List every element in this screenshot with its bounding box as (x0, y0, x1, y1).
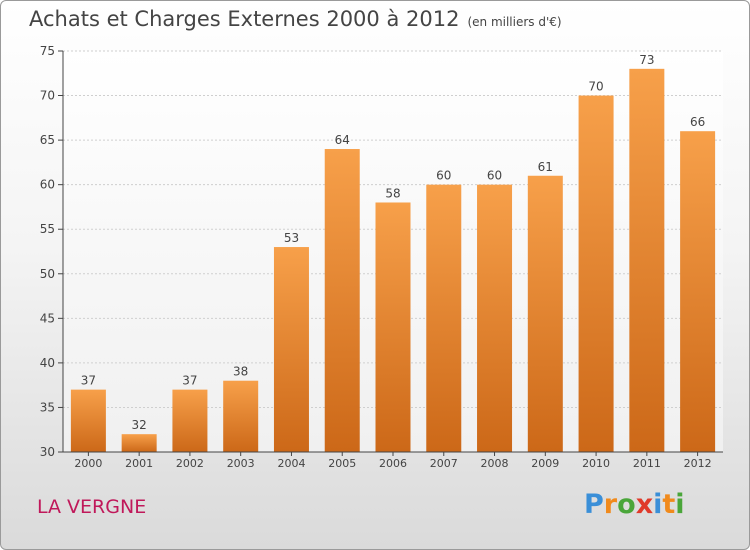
data-label-2007: 60 (436, 169, 451, 183)
y-tick-label: 70 (40, 89, 55, 103)
bar-2010 (578, 95, 614, 453)
data-label-2012: 66 (690, 115, 705, 129)
bar-2008 (477, 184, 513, 452)
y-tick-label: 40 (40, 356, 55, 370)
y-tick-label: 50 (40, 267, 55, 281)
x-tick-label-2006: 2006 (379, 457, 407, 470)
logo-letter: i (675, 489, 685, 520)
data-label-2000: 37 (81, 374, 96, 388)
x-tick-label-2002: 2002 (176, 457, 204, 470)
x-tick-label-2003: 2003 (227, 457, 255, 470)
proxiti-logo: Proxiti (584, 489, 685, 520)
bar-2009 (527, 175, 563, 452)
bars: 37 32 37 38 53 64 58 60 60 61 70 73 66 (70, 53, 716, 453)
x-tick-label-2011: 2011 (633, 457, 661, 470)
data-label-2001: 32 (132, 418, 147, 432)
chart-title: Achats et Charges Externes 2000 à 2012 (29, 7, 460, 31)
data-label-2003: 38 (233, 365, 248, 379)
data-label-2006: 58 (385, 186, 400, 200)
logo-letter: r (603, 489, 618, 520)
chart-title-group: Achats et Charges Externes 2000 à 2012 (e… (29, 7, 562, 31)
data-label-2005: 64 (335, 133, 350, 147)
data-label-2011: 73 (639, 53, 654, 67)
data-label-2009: 61 (538, 160, 553, 174)
bar-2005 (324, 149, 360, 452)
location-label: LA VERGNE (37, 496, 147, 518)
logo-letter: P (584, 489, 604, 520)
bar-2002 (172, 389, 208, 452)
y-tick-label: 30 (40, 445, 55, 459)
bar-2006 (375, 202, 411, 452)
axes: 30 35 40 45 50 55 60 65 70 75 2000 2001 2002 2003 2004… (40, 44, 723, 470)
x-tick-label-2010: 2010 (582, 457, 610, 470)
bar-2001 (121, 434, 157, 452)
x-tick-label-2004: 2004 (277, 457, 305, 470)
bar-2004 (273, 247, 309, 452)
y-tick-label: 55 (40, 222, 55, 236)
data-label-2008: 60 (487, 169, 502, 183)
y-tick-label: 60 (40, 178, 55, 192)
logo-letter: x (635, 489, 654, 520)
x-tick-label-2005: 2005 (328, 457, 356, 470)
chart-subtitle: (en milliers d'€) (467, 15, 562, 29)
y-tick-label: 45 (40, 311, 55, 325)
data-label-2004: 53 (284, 231, 299, 245)
y-tick-label: 35 (40, 400, 55, 414)
bar-2007 (426, 184, 462, 452)
logo-letter: t (662, 489, 676, 520)
x-tick-label-2007: 2007 (430, 457, 458, 470)
logo-letter: i (653, 489, 663, 520)
x-tick-label-2008: 2008 (481, 457, 509, 470)
y-tick-label: 75 (40, 44, 55, 58)
x-tick-label-2012: 2012 (684, 457, 712, 470)
x-tick-label-2000: 2000 (74, 457, 102, 470)
bar-2003 (223, 380, 259, 452)
logo-letter: o (617, 489, 636, 520)
bar-2011 (629, 68, 665, 453)
data-label-2002: 37 (182, 374, 197, 388)
bar-2012 (680, 131, 716, 452)
y-tick-label: 65 (40, 133, 55, 147)
data-label-2010: 70 (588, 80, 603, 94)
bar-2000 (70, 389, 106, 452)
x-tick-label-2009: 2009 (531, 457, 559, 470)
x-tick-label-2001: 2001 (125, 457, 153, 470)
